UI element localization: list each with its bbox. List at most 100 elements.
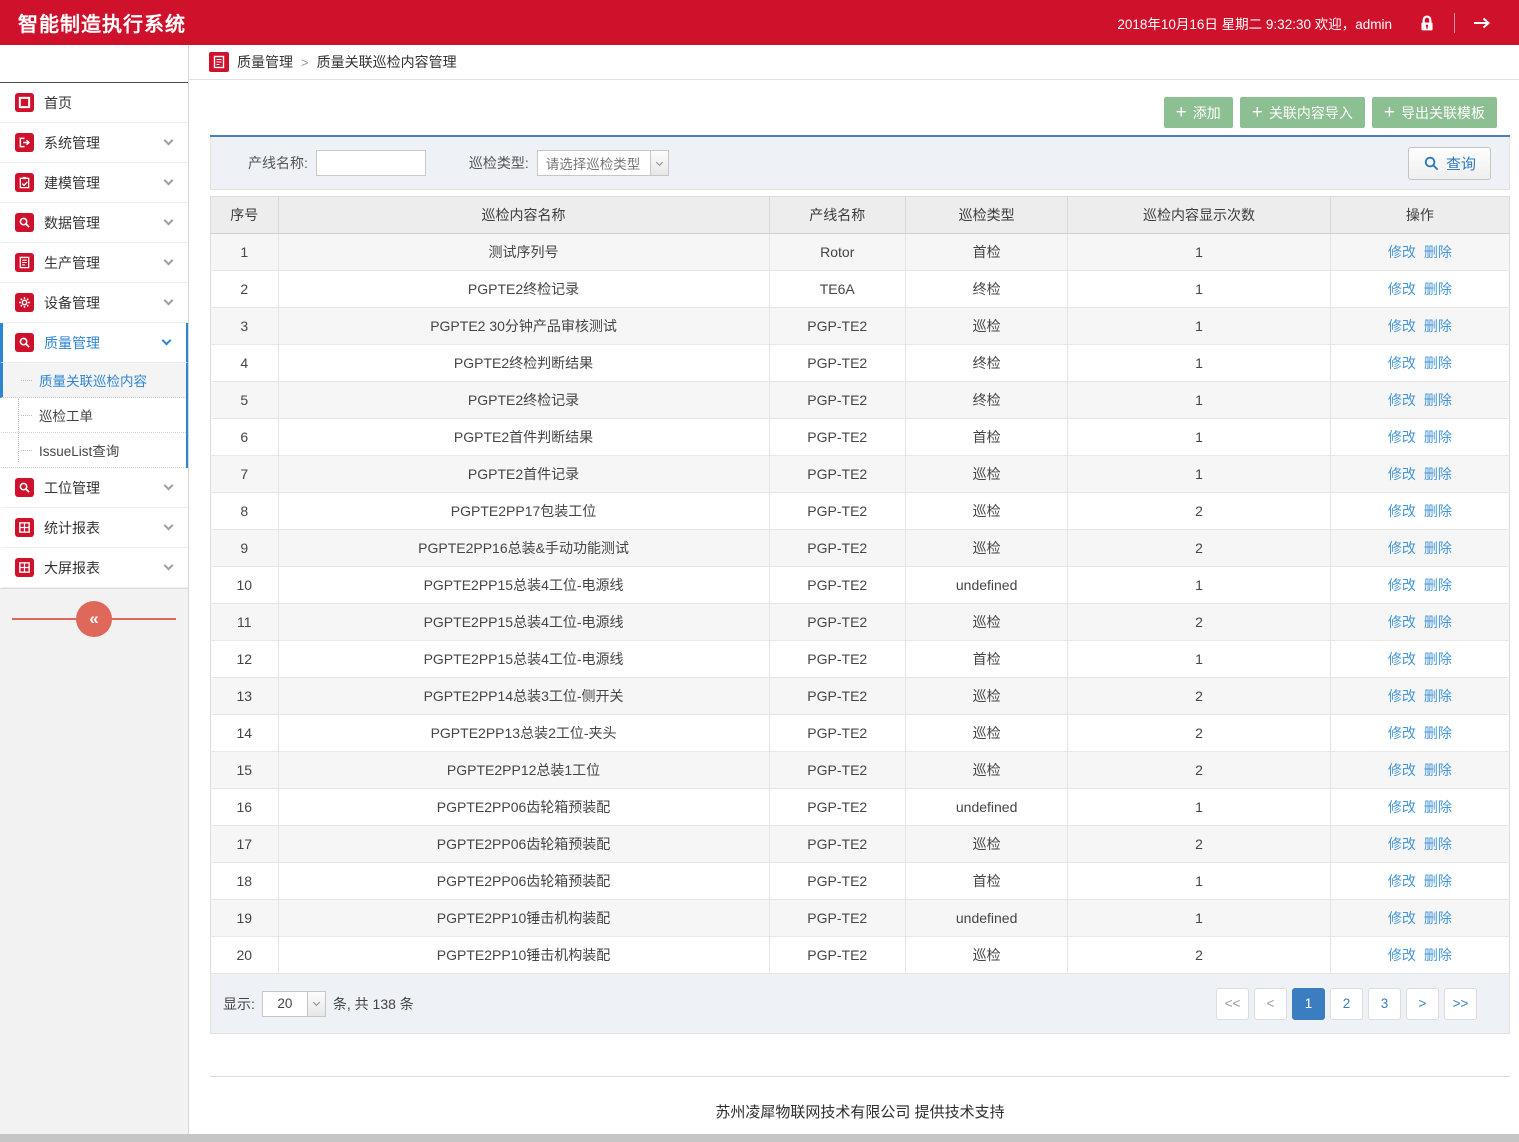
sidebar-item[interactable]: 工位管理	[0, 468, 188, 508]
breadcrumb-section[interactable]: 质量管理	[237, 54, 293, 70]
edit-link[interactable]: 修改	[1387, 762, 1416, 778]
sidebar-item[interactable]: 系统管理	[0, 123, 188, 163]
inspection-type-select[interactable]: 请选择巡检类型	[536, 150, 669, 176]
page-button[interactable]: >	[1406, 987, 1439, 1020]
cell-index: 8	[210, 492, 279, 530]
cell-display-count: 2	[1067, 825, 1331, 863]
sidebar-item[interactable]: 设备管理	[0, 283, 188, 323]
toolbar: 添加 关联内容导入 导出关联模板	[210, 97, 1510, 128]
pagination-bar: 显示: 20 条, 共 138 条 << <1 2 3 > >>	[210, 974, 1510, 1034]
cell-content-name: PGPTE2PP15总装4工位-电源线	[278, 640, 770, 678]
sidebar-item-label: 首页	[44, 94, 72, 111]
edit-link[interactable]: 修改	[1387, 540, 1416, 556]
logout-arrow-icon[interactable]	[1469, 10, 1495, 36]
delete-link[interactable]: 删除	[1423, 947, 1452, 963]
bottom-window-strip	[0, 1134, 1519, 1142]
edit-link[interactable]: 修改	[1387, 281, 1416, 297]
delete-link[interactable]: 删除	[1423, 577, 1452, 593]
cell-index: 7	[210, 455, 279, 493]
cell-inspection-type: 巡检	[905, 307, 1069, 345]
edit-link[interactable]: 修改	[1387, 244, 1416, 260]
delete-link[interactable]: 删除	[1423, 725, 1452, 741]
delete-link[interactable]: 删除	[1423, 799, 1452, 815]
edit-link[interactable]: 修改	[1387, 392, 1416, 408]
page-button[interactable]: >>	[1444, 987, 1477, 1020]
edit-link[interactable]: 修改	[1387, 614, 1416, 630]
sidebar-item[interactable]: 建模管理	[0, 163, 188, 203]
delete-link[interactable]: 删除	[1423, 762, 1452, 778]
delete-link[interactable]: 删除	[1423, 429, 1452, 445]
delete-link[interactable]: 删除	[1423, 244, 1452, 260]
edit-link[interactable]: 修改	[1387, 651, 1416, 667]
delete-link[interactable]: 删除	[1423, 466, 1452, 482]
delete-link[interactable]: 删除	[1423, 318, 1452, 334]
delete-link[interactable]: 删除	[1423, 355, 1452, 371]
station-search-icon	[15, 478, 34, 497]
edit-link[interactable]: 修改	[1387, 799, 1416, 815]
edit-link[interactable]: 修改	[1387, 836, 1416, 852]
home-icon	[15, 93, 34, 112]
page-button[interactable]: 2	[1330, 987, 1363, 1020]
column-header: 产线名称	[769, 196, 906, 234]
delete-link[interactable]: 删除	[1423, 910, 1452, 926]
cell-inspection-type: 巡检	[905, 714, 1069, 752]
modeling-icon	[15, 173, 34, 192]
add-button[interactable]: 添加	[1163, 97, 1233, 128]
cell-operations: 修改 删除	[1330, 529, 1510, 567]
page-button[interactable]: <<	[1216, 987, 1249, 1020]
table-row: 6 PGPTE2首件判断结果 PGP-TE2 首检 1 修改 删除	[210, 418, 1510, 456]
breadcrumb-page: 质量关联巡检内容管理	[316, 54, 457, 70]
page-button[interactable]: <	[1254, 987, 1287, 1020]
delete-link[interactable]: 删除	[1423, 392, 1452, 408]
sidebar-item[interactable]: 质量管理	[0, 323, 188, 363]
lock-icon[interactable]	[1414, 10, 1440, 36]
sidebar-subitem[interactable]: 质量关联巡检内容	[0, 363, 186, 398]
delete-link[interactable]: 删除	[1423, 281, 1452, 297]
edit-link[interactable]: 修改	[1387, 355, 1416, 371]
edit-link[interactable]: 修改	[1387, 910, 1416, 926]
edit-link[interactable]: 修改	[1387, 429, 1416, 445]
content-area: 添加 关联内容导入 导出关联模板 产线名称: 巡检类型: 请选择巡检类型	[189, 80, 1519, 1134]
sidebar-item[interactable]: 首页	[0, 83, 188, 123]
edit-link[interactable]: 修改	[1387, 725, 1416, 741]
sidebar-item[interactable]: 数据管理	[0, 203, 188, 243]
line-name-input[interactable]	[315, 150, 426, 176]
cell-operations: 修改 删除	[1330, 862, 1510, 900]
edit-link[interactable]: 修改	[1387, 873, 1416, 889]
search-button[interactable]: 查询	[1407, 146, 1491, 180]
delete-link[interactable]: 删除	[1423, 873, 1452, 889]
import-related-content-button[interactable]: 关联内容导入	[1239, 97, 1365, 128]
page-button[interactable]: 3	[1368, 987, 1401, 1020]
sidebar-subitem[interactable]: IssueList查询	[0, 433, 186, 468]
sidebar-item[interactable]: 生产管理	[0, 243, 188, 283]
delete-link[interactable]: 删除	[1423, 688, 1452, 704]
delete-link[interactable]: 删除	[1423, 651, 1452, 667]
sidebar: 首页系统管理建模管理数据管理生产管理设备管理 质量管理质量关联巡检内容巡检工单 Is…	[0, 45, 189, 1134]
edit-link[interactable]: 修改	[1387, 318, 1416, 334]
cell-display-count: 2	[1067, 492, 1331, 530]
edit-link[interactable]: 修改	[1387, 947, 1416, 963]
sidebar-item[interactable]: 统计报表	[0, 508, 188, 548]
pager-buttons: << <1 2 3 > >>	[1216, 987, 1477, 1020]
delete-link[interactable]: 删除	[1423, 614, 1452, 630]
cell-operations: 修改 删除	[1330, 492, 1510, 530]
sidebar-subitem-label: 质量关联巡检内容	[39, 374, 147, 389]
footer-text: 苏州凌犀物联网技术有限公司 提供技术支持	[715, 1104, 1005, 1121]
edit-link[interactable]: 修改	[1387, 503, 1416, 519]
sidebar-collapse-button[interactable]: «	[0, 597, 188, 641]
delete-link[interactable]: 删除	[1423, 836, 1452, 852]
page-size-select[interactable]: 20	[261, 990, 326, 1017]
sidebar-subitem[interactable]: 巡检工单	[0, 398, 186, 433]
sidebar-item[interactable]: 大屏报表	[0, 548, 188, 588]
edit-link[interactable]: 修改	[1387, 466, 1416, 482]
sidebar-item-label: 生产管理	[44, 254, 100, 271]
edit-link[interactable]: 修改	[1387, 577, 1416, 593]
page-size-value: 20	[277, 996, 293, 1011]
delete-link[interactable]: 删除	[1423, 503, 1452, 519]
delete-link[interactable]: 删除	[1423, 540, 1452, 556]
sidebar-item-label: 建模管理	[44, 174, 100, 191]
page-button[interactable]: 1	[1292, 987, 1325, 1020]
cell-content-name: PGPTE2PP12总装1工位	[278, 751, 770, 789]
edit-link[interactable]: 修改	[1387, 688, 1416, 704]
export-template-button[interactable]: 导出关联模板	[1371, 97, 1497, 128]
